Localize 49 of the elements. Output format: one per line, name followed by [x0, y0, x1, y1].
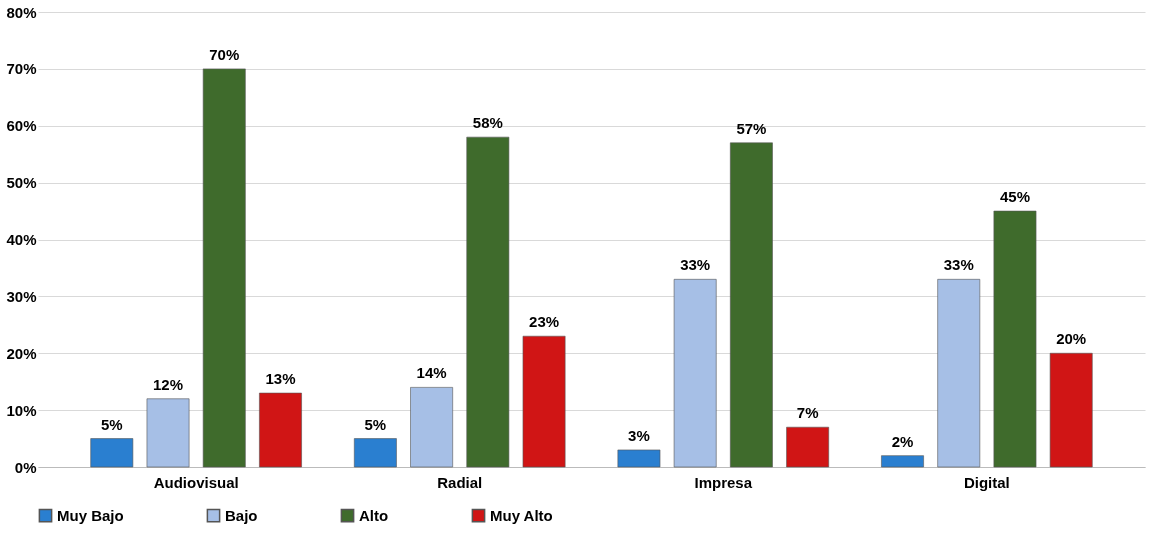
y-tick-label: 50% [6, 174, 37, 192]
y-tick-label: 20% [6, 344, 37, 362]
bar [522, 335, 566, 468]
bar [466, 136, 510, 468]
y-tick-label: 70% [6, 60, 37, 78]
data-label: 5% [364, 415, 387, 433]
data-label: 33% [943, 256, 974, 274]
y-tick-label: 80% [6, 3, 37, 21]
bar [353, 438, 397, 468]
bar [937, 279, 981, 468]
legend-label: Bajo [225, 506, 258, 524]
legend-label: Muy Alto [490, 506, 553, 524]
y-tick-label: 60% [6, 117, 37, 135]
data-label: 3% [628, 426, 650, 444]
data-label: 13% [265, 370, 296, 388]
data-label: 2% [891, 432, 914, 450]
legend-label: Muy Bajo [57, 506, 124, 524]
bar [202, 68, 246, 468]
x-tick-label: Radial [437, 473, 483, 491]
data-label: 70% [209, 45, 240, 63]
data-label: 23% [529, 313, 560, 331]
bar [673, 279, 717, 468]
y-tick-label: 10% [6, 401, 37, 419]
bar [90, 438, 134, 468]
y-tick-label: 0% [14, 458, 37, 476]
data-label: 58% [472, 114, 503, 132]
x-tick-label: Impresa [694, 473, 753, 491]
data-label: 7% [796, 404, 819, 422]
data-label: 20% [1056, 330, 1087, 348]
bar [617, 449, 661, 468]
bar [259, 392, 302, 468]
data-label: 12% [153, 375, 184, 393]
legend-label: Alto [359, 506, 389, 524]
x-tick-label: Audiovisual [153, 473, 239, 491]
data-label: 45% [999, 188, 1030, 206]
bar [881, 455, 924, 468]
bar [146, 398, 190, 468]
bar [993, 210, 1037, 468]
x-tick-label: Digital [963, 473, 1010, 491]
data-label: 33% [680, 256, 711, 274]
bar [786, 426, 830, 468]
data-label: 57% [736, 119, 767, 137]
y-tick-label: 40% [6, 231, 37, 248]
bar [410, 387, 453, 468]
bar [1049, 352, 1093, 468]
data-label: 14% [416, 364, 447, 382]
data-label: 5% [100, 415, 123, 433]
y-tick-label: 30% [6, 287, 37, 305]
bar [730, 142, 773, 468]
